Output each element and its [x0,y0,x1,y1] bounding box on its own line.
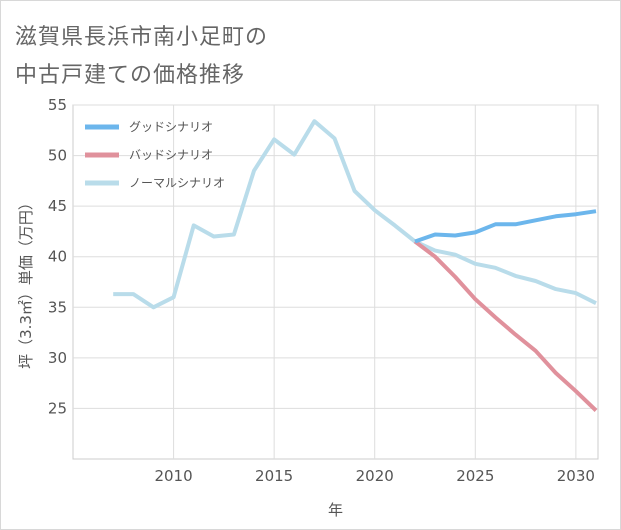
y-tick-label: 25 [48,399,67,417]
legend-label: グッドシナリオ [129,120,213,134]
y-tick-label: 30 [48,349,67,367]
chart-title-line2: 中古戸建ての価格推移 [15,63,246,88]
y-tick-label: 50 [48,147,67,165]
x-axis-label: 年 [328,501,343,519]
x-tick-label: 2030 [557,467,595,485]
x-tick-label: 2025 [456,467,494,485]
y-tick-label: 45 [48,197,67,215]
series-line-3 [113,119,597,310]
legend-label: バッドシナリオ [129,148,213,162]
y-tick-label: 35 [48,298,67,316]
series-line-2 [413,239,598,412]
legend-label: ノーマルシナリオ [129,176,225,190]
series-line-1 [414,209,597,244]
chart-title-line1: 滋賀県長浜市南小足町の [15,25,269,50]
y-axis-label: 坪（3.3㎡）単価（万円） [17,195,35,369]
y-tick-label: 40 [48,248,67,266]
x-tick-label: 2020 [356,467,394,485]
y-tick-label: 55 [48,96,67,114]
x-tick-label: 2015 [255,467,293,485]
x-tick-label: 2010 [154,467,192,485]
